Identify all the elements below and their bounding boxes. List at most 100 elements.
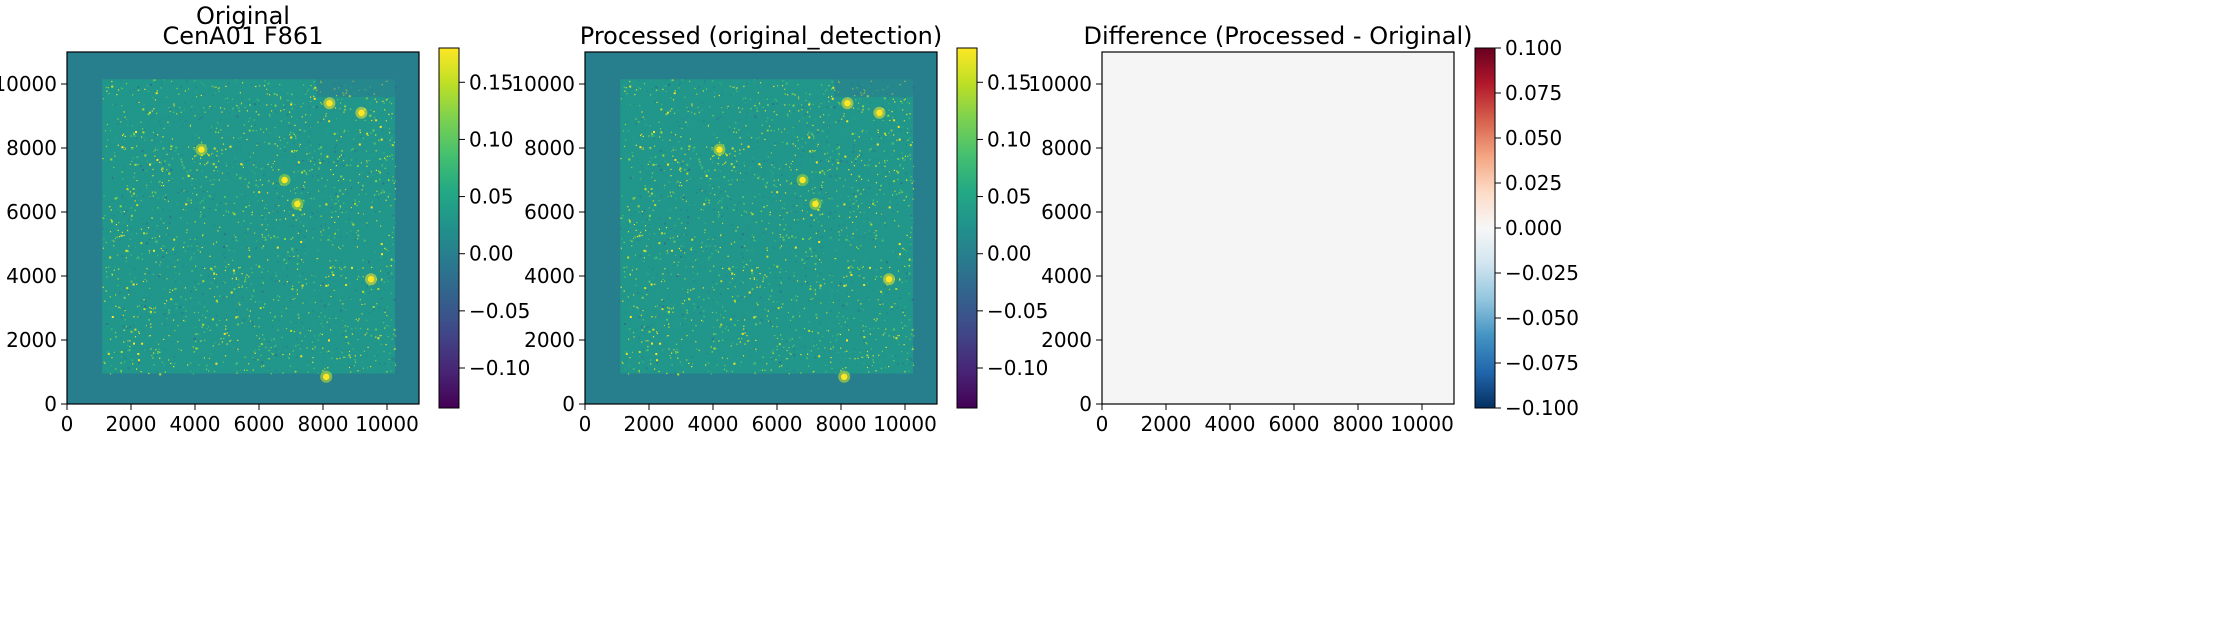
noise-pixel [683,246,685,248]
noise-pixel [132,190,135,193]
noise-pixel [887,86,889,88]
noise-pixel [781,182,783,184]
noise-pixel [820,238,823,240]
noise-pixel [736,194,738,196]
bright-source [326,100,333,107]
noise-pixel [729,282,731,284]
noise-pixel [760,104,762,106]
noise-pixel [867,172,869,174]
noise-pixel [684,318,686,320]
noise-pixel [864,232,866,234]
noise-pixel [116,211,118,213]
noise-pixel [759,89,761,91]
noise-pixel [177,341,179,343]
noise-pixel [295,192,297,194]
noise-pixel [199,163,201,165]
noise-pixel [866,103,868,105]
noise-pixel [839,103,841,105]
noise-pixel [860,303,862,305]
noise-pixel [370,132,372,134]
noise-pixel [808,300,810,302]
noise-pixel [777,103,779,105]
noise-pixel [319,144,321,146]
noise-pixel [906,349,909,351]
noise-pixel [786,113,789,115]
noise-pixel [629,80,631,83]
noise-pixel [233,137,235,139]
noise-pixel [734,155,736,157]
noise-pixel [629,200,632,203]
noise-pixel [634,94,636,96]
noise-pixel [622,300,624,302]
noise-pixel [767,230,769,232]
noise-pixel [726,370,728,372]
noise-pixel [246,369,248,371]
noise-pixel [294,150,296,152]
noise-pixel [203,197,205,199]
noise-pixel [830,357,832,359]
noise-pixel [310,197,312,200]
noise-pixel [669,225,671,227]
noise-pixel [293,151,295,153]
noise-pixel [754,79,756,81]
noise-pixel [345,356,347,358]
noise-pixel [631,176,633,178]
noise-pixel [228,357,230,359]
noise-pixel [625,87,627,89]
noise-pixel [679,167,682,170]
noise-pixel [668,294,670,296]
noise-pixel [359,131,361,134]
noise-pixel [343,159,345,162]
noise-pixel [336,139,338,142]
noise-pixel [384,157,386,160]
noise-pixel [640,309,643,312]
noise-pixel [769,363,771,365]
noise-pixel [358,269,360,271]
noise-pixel [277,255,279,257]
noise-pixel [159,187,161,189]
noise-pixel [268,367,270,369]
noise-pixel [216,301,218,303]
noise-pixel [691,105,693,107]
noise-pixel [641,341,643,343]
noise-pixel [172,341,174,343]
noise-pixel [203,215,205,217]
noise-pixel [166,227,169,229]
noise-pixel [800,354,802,356]
noise-pixel [302,188,305,191]
noise-pixel [352,143,354,145]
noise-pixel [641,111,643,113]
noise-pixel [726,207,728,209]
noise-pixel [273,161,275,164]
noise-pixel [771,308,773,311]
noise-pixel [739,239,741,241]
noise-pixel [775,277,777,279]
noise-pixel [649,125,651,127]
noise-pixel [850,265,852,267]
noise-pixel [149,239,151,241]
noise-pixel [204,267,206,269]
noise-pixel [189,124,192,126]
noise-pixel [687,312,689,314]
noise-pixel [679,202,682,205]
noise-pixel [828,301,830,303]
noise-pixel [713,237,715,239]
noise-pixel [773,194,776,197]
noise-pixel [888,109,890,111]
noise-pixel [134,209,136,212]
noise-pixel [894,220,896,222]
noise-pixel [121,197,124,199]
noise-pixel [312,361,314,363]
noise-pixel [210,129,212,132]
noise-pixel [176,177,178,179]
noise-pixel [638,234,641,237]
noise-pixel [253,351,255,353]
noise-pixel [868,365,871,368]
noise-pixel [108,93,110,95]
noise-pixel [103,217,105,219]
noise-pixel [253,358,255,360]
noise-pixel [774,98,777,101]
noise-pixel [635,329,637,331]
noise-pixel [855,180,857,182]
noise-pixel [654,204,657,207]
